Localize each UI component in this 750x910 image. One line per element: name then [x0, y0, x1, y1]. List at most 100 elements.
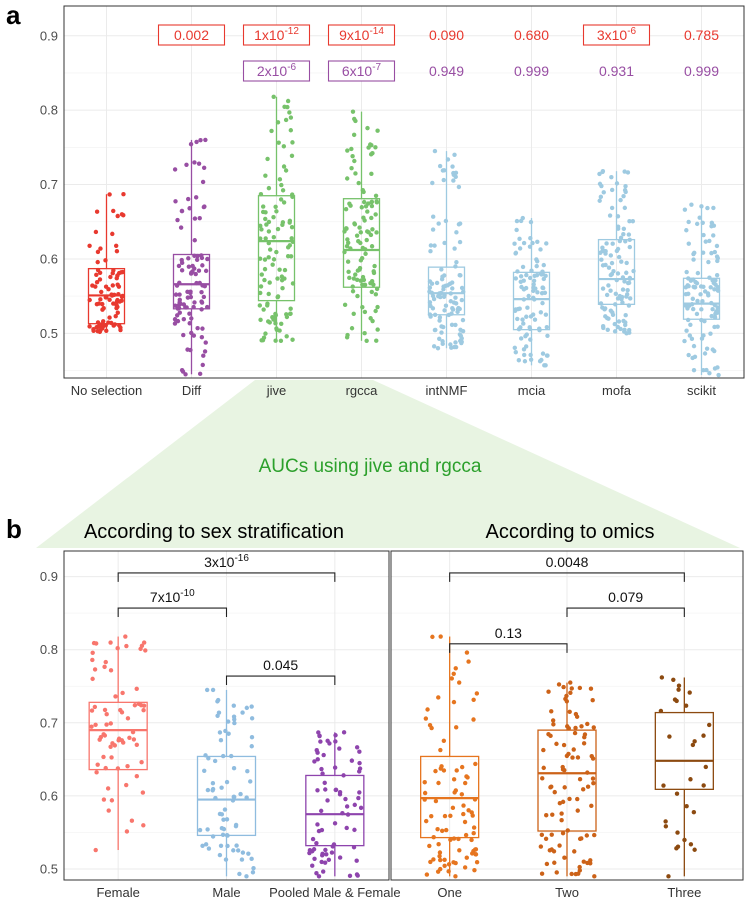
data-point	[354, 872, 360, 877]
data-point	[473, 847, 479, 852]
data-point	[457, 848, 462, 853]
data-point	[708, 285, 713, 290]
data-point	[362, 331, 367, 336]
data-point	[691, 306, 696, 312]
data-point	[340, 810, 345, 816]
data-point	[189, 330, 194, 336]
data-point	[531, 282, 536, 287]
data-point	[318, 739, 323, 744]
data-point	[474, 691, 480, 696]
data-point	[179, 268, 185, 273]
data-point	[114, 276, 119, 281]
data-point	[658, 708, 664, 714]
data-point	[315, 788, 320, 793]
data-point	[201, 353, 206, 358]
data-point	[442, 240, 447, 246]
data-point	[210, 834, 216, 839]
data-point	[438, 766, 443, 771]
data-point	[464, 650, 470, 655]
data-point	[177, 310, 182, 315]
data-point	[257, 303, 263, 308]
data-point	[430, 214, 436, 219]
data-point	[422, 780, 427, 785]
x-tick-label: scikit	[687, 383, 716, 398]
data-point	[315, 757, 320, 762]
data-point	[701, 232, 706, 238]
data-point	[621, 226, 627, 231]
data-point	[203, 753, 208, 758]
data-point	[94, 770, 99, 775]
data-point	[439, 330, 444, 335]
y-tick-label: 0.9	[40, 28, 58, 43]
data-point	[461, 803, 466, 808]
data-point	[612, 321, 617, 327]
data-point	[279, 278, 285, 283]
data-point	[200, 326, 205, 331]
data-point	[523, 344, 529, 349]
data-point	[444, 827, 449, 833]
data-point	[224, 817, 230, 822]
data-point	[124, 829, 130, 834]
data-point	[368, 142, 373, 147]
data-point	[427, 843, 432, 849]
x-tick-label: Male	[212, 885, 240, 900]
data-point	[459, 792, 465, 797]
data-point	[520, 317, 525, 322]
data-point	[210, 687, 216, 693]
x-tick-label: Pooled Male & Female	[269, 885, 401, 900]
data-point	[698, 292, 703, 297]
data-point	[375, 304, 380, 310]
data-point	[706, 259, 711, 265]
data-point	[307, 847, 313, 853]
data-point	[540, 351, 546, 356]
pvalue-label: 0.002	[174, 27, 209, 43]
data-point	[440, 324, 446, 330]
pvalue-label: 1x10-12	[254, 26, 299, 43]
data-point	[699, 307, 704, 312]
data-point	[365, 209, 370, 214]
data-point	[445, 283, 450, 288]
data-point	[454, 768, 459, 773]
data-point	[332, 821, 338, 826]
data-point	[541, 747, 546, 753]
data-point	[130, 729, 136, 735]
data-point	[549, 784, 554, 789]
data-point	[312, 759, 317, 764]
data-point	[527, 244, 533, 249]
data-point	[599, 257, 604, 262]
data-point	[667, 734, 672, 739]
data-point	[344, 335, 350, 340]
data-point	[713, 311, 718, 316]
data-point	[202, 284, 208, 289]
data-point	[222, 807, 228, 812]
data-point	[443, 218, 449, 224]
data-point	[515, 316, 520, 322]
data-point	[271, 94, 276, 99]
data-point	[325, 798, 330, 803]
data-point	[628, 296, 633, 301]
data-point	[89, 724, 94, 729]
data-point	[219, 785, 224, 790]
data-point	[466, 659, 471, 664]
data-point	[608, 288, 613, 293]
data-point	[462, 780, 468, 786]
data-point	[288, 128, 294, 133]
y-tick-label: 0.5	[40, 862, 58, 877]
data-point	[560, 830, 566, 836]
data-point	[538, 844, 544, 849]
data-point	[179, 260, 185, 266]
data-point	[345, 176, 350, 181]
data-point	[712, 249, 718, 255]
data-point	[239, 857, 245, 862]
data-point	[265, 303, 270, 308]
data-point	[442, 813, 448, 819]
data-point	[602, 307, 607, 312]
data-point	[463, 832, 469, 838]
data-point	[111, 208, 116, 214]
data-point	[360, 304, 365, 310]
data-point	[192, 160, 197, 165]
data-point	[521, 240, 527, 246]
data-point	[95, 249, 101, 255]
data-point	[711, 205, 716, 211]
comparison-bracket	[566, 607, 685, 618]
